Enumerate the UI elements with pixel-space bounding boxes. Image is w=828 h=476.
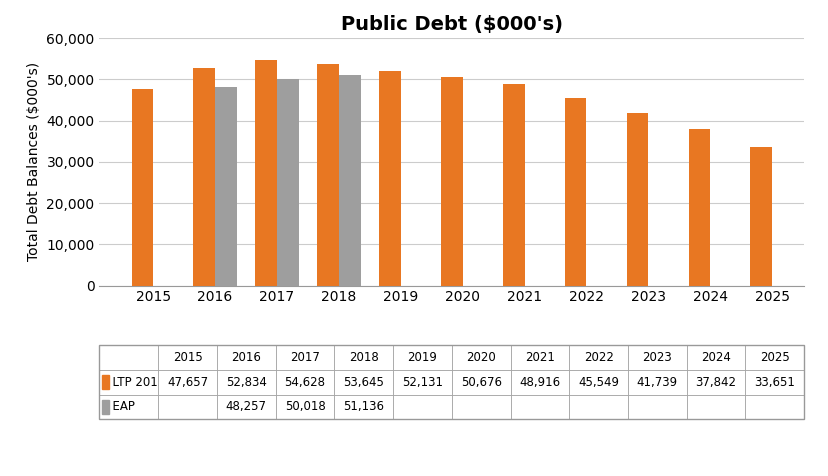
- Bar: [564, 98, 585, 286]
- Bar: [626, 113, 647, 286]
- Bar: [503, 84, 524, 286]
- Bar: [378, 70, 400, 286]
- Bar: [132, 89, 153, 286]
- Y-axis label: Total Debt Balances ($000's): Total Debt Balances ($000's): [26, 62, 41, 261]
- Bar: [688, 129, 710, 286]
- Bar: [339, 75, 360, 286]
- Bar: [317, 64, 339, 286]
- Bar: [277, 79, 298, 286]
- Bar: [440, 77, 462, 286]
- Bar: [255, 60, 277, 286]
- Bar: [214, 87, 237, 286]
- Title: Public Debt ($000's): Public Debt ($000's): [340, 15, 562, 34]
- Bar: [193, 68, 214, 286]
- Bar: [749, 147, 771, 286]
